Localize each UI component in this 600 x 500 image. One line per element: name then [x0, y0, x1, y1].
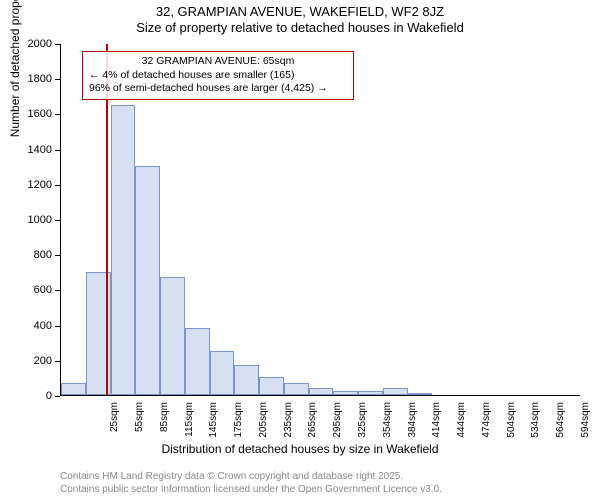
histogram-bar: [408, 393, 433, 395]
x-axis-label: Distribution of detached houses by size …: [0, 442, 600, 456]
ytick-label: 2000: [28, 38, 52, 50]
xtick-label: 594sqm: [580, 402, 591, 442]
ytick-label: 1000: [28, 214, 52, 226]
xtick-label: 504sqm: [506, 402, 517, 442]
ytick-mark: [55, 326, 60, 327]
ytick-mark: [55, 44, 60, 45]
xtick-label: 265sqm: [307, 402, 318, 442]
ytick-mark: [55, 290, 60, 291]
ytick-label: 0: [46, 390, 52, 402]
annotation-box: 32 GRAMPIAN AVENUE: 65sqm ← 4% of detach…: [82, 51, 354, 100]
xtick-label: 205sqm: [258, 402, 269, 442]
xtick-label: 145sqm: [208, 402, 219, 442]
ytick-mark: [55, 361, 60, 362]
xtick-label: 474sqm: [481, 402, 492, 442]
ytick-label: 400: [34, 320, 52, 332]
histogram-bar: [135, 166, 160, 395]
xtick-label: 384sqm: [407, 402, 418, 442]
xtick-label: 354sqm: [382, 402, 393, 442]
histogram-bar: [259, 377, 284, 395]
histogram-bar: [358, 391, 383, 395]
ytick-label: 1600: [28, 108, 52, 120]
histogram-bar: [284, 383, 309, 395]
ytick-label: 1200: [28, 179, 52, 191]
histogram-bar: [111, 105, 136, 395]
ytick-label: 800: [34, 249, 52, 261]
histogram-bar: [309, 388, 334, 395]
histogram-bar: [210, 351, 235, 395]
xtick-label: 55sqm: [134, 402, 145, 442]
footer-line-1: Contains HM Land Registry data © Crown c…: [60, 471, 442, 484]
ytick-label: 600: [34, 284, 52, 296]
xtick-label: 235sqm: [283, 402, 294, 442]
xtick-label: 564sqm: [555, 402, 566, 442]
histogram-bar: [383, 388, 408, 395]
ytick-label: 200: [34, 355, 52, 367]
annotation-line-1: 32 GRAMPIAN AVENUE: 65sqm: [89, 55, 347, 69]
xtick-label: 85sqm: [159, 402, 170, 442]
ytick-mark: [55, 185, 60, 186]
property-size-histogram: 32, GRAMPIAN AVENUE, WAKEFIELD, WF2 8JZ …: [0, 0, 600, 500]
ytick-label: 1800: [28, 73, 52, 85]
xtick-label: 444sqm: [456, 402, 467, 442]
xtick-label: 295sqm: [332, 402, 343, 442]
histogram-bar: [61, 383, 86, 395]
xtick-label: 414sqm: [431, 402, 442, 442]
annotation-line-2: ← 4% of detached houses are smaller (165…: [89, 69, 347, 83]
ytick-mark: [55, 114, 60, 115]
ytick-mark: [55, 255, 60, 256]
ytick-mark: [55, 79, 60, 80]
ytick-mark: [55, 220, 60, 221]
xtick-label: 534sqm: [530, 402, 541, 442]
histogram-bar: [333, 391, 358, 395]
xtick-label: 115sqm: [184, 402, 195, 442]
xtick-label: 175sqm: [233, 402, 244, 442]
chart-title-address: 32, GRAMPIAN AVENUE, WAKEFIELD, WF2 8JZ: [0, 4, 600, 19]
ytick-label: 1400: [28, 144, 52, 156]
footer-attribution: Contains HM Land Registry data © Crown c…: [60, 471, 442, 496]
histogram-bar: [185, 328, 210, 395]
xtick-label: 25sqm: [109, 402, 120, 442]
chart-title-subtitle: Size of property relative to detached ho…: [0, 20, 600, 35]
ytick-mark: [55, 150, 60, 151]
footer-line-2: Contains public sector information licen…: [60, 484, 442, 497]
xtick-label: 325sqm: [357, 402, 368, 442]
y-axis-label: Number of detached properties: [8, 0, 22, 137]
histogram-bar: [234, 365, 259, 395]
histogram-bar: [160, 277, 185, 395]
ytick-mark: [55, 396, 60, 397]
annotation-line-3: 96% of semi-detached houses are larger (…: [89, 82, 347, 96]
